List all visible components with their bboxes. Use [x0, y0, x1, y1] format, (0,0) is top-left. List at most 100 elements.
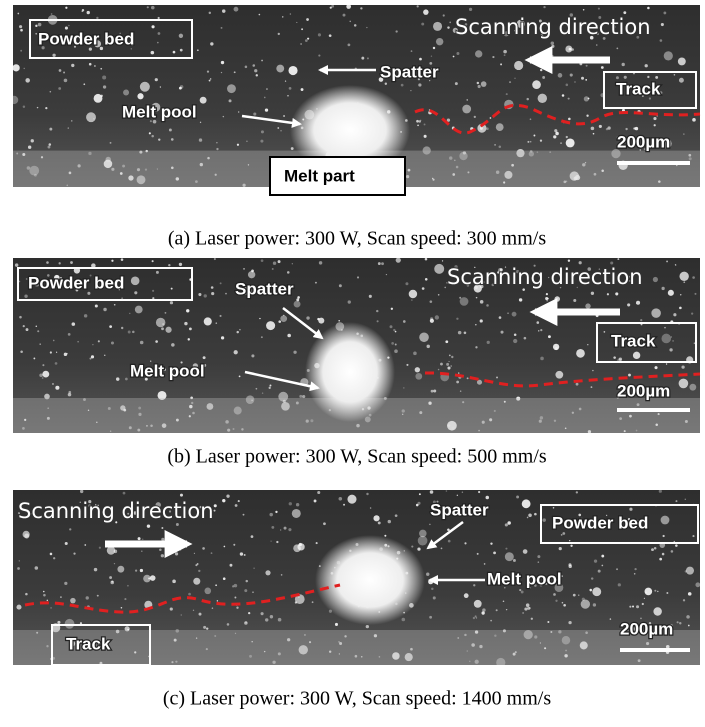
powder-particle	[338, 320, 340, 322]
powder-particle	[306, 316, 309, 319]
powder-particle	[513, 559, 516, 562]
powder-particle	[416, 504, 419, 507]
powder-particle	[40, 343, 41, 344]
powder-particle	[121, 607, 123, 609]
powder-particle	[417, 5, 419, 7]
powder-particle	[223, 116, 224, 117]
powder-particle	[181, 614, 182, 615]
powder-particle	[276, 541, 278, 543]
powder-particle	[37, 107, 38, 108]
powder-particle	[256, 74, 258, 76]
powder-particle	[657, 591, 658, 592]
powder-particle	[653, 607, 661, 615]
powder-particle	[507, 521, 510, 524]
powder-particle	[629, 606, 631, 608]
powder-particle	[581, 77, 584, 80]
powder-particle	[251, 354, 254, 357]
melt-pool-glow	[305, 322, 395, 422]
powder-particle	[24, 295, 27, 298]
powder-particle	[579, 261, 582, 264]
powder-particle	[604, 331, 606, 333]
powder-particle	[688, 625, 690, 627]
powder-particle	[259, 318, 260, 319]
powder-particle	[209, 12, 211, 14]
powder-particle	[447, 366, 450, 369]
powder-particle	[110, 581, 114, 585]
powder-particle	[132, 331, 135, 334]
caption: (c) Laser power: 300 W, Scan speed: 1400…	[163, 688, 551, 710]
powder-particle	[116, 377, 119, 380]
powder-particle	[507, 312, 509, 314]
powder-particle	[317, 318, 319, 320]
powder-particle	[82, 11, 83, 12]
powder-particle	[348, 300, 351, 303]
powder-particle	[226, 494, 229, 497]
powder-particle	[83, 83, 85, 85]
powder-particle	[651, 548, 654, 551]
scanning-direction-label: Scanning direction	[18, 499, 214, 523]
powder-particle	[221, 61, 224, 64]
powder-particle	[530, 141, 532, 143]
powder-particle	[593, 133, 595, 135]
spatter-label: Spatter	[430, 500, 489, 519]
powder-particle	[71, 64, 74, 67]
powder-particle	[270, 615, 273, 618]
powder-particle	[107, 546, 115, 554]
powder-particle	[514, 78, 515, 79]
powder-particle	[384, 535, 386, 537]
powder-particle	[89, 357, 91, 359]
powder-particle	[418, 83, 421, 86]
powder-particle	[486, 127, 489, 130]
powder-particle	[647, 76, 649, 78]
powder-particle	[644, 598, 645, 599]
powder-particle	[211, 552, 213, 554]
powder-particle	[151, 135, 154, 138]
powder-particle	[505, 548, 507, 550]
powder-particle	[319, 261, 322, 264]
powder-particle	[481, 81, 487, 87]
powder-particle	[596, 44, 598, 46]
caption: (b) Laser power: 300 W, Scan speed: 500 …	[167, 446, 547, 468]
powder-particle	[538, 330, 539, 331]
powder-particle	[695, 582, 700, 587]
powder-particle	[335, 623, 338, 626]
powder-particle	[458, 331, 462, 335]
powder-particle	[548, 335, 551, 338]
powder-particle	[433, 596, 436, 599]
powder-particle	[282, 16, 283, 17]
powder-particle	[35, 25, 37, 27]
powder-particle	[574, 81, 575, 82]
powder-particle	[65, 7, 67, 9]
powder-particle	[13, 64, 20, 71]
powder-particle	[486, 304, 489, 307]
powder-particle	[214, 510, 216, 512]
powder-particle	[240, 552, 243, 555]
powder-particle	[42, 377, 44, 379]
powder-particle	[317, 491, 320, 494]
powder-particle	[57, 621, 60, 624]
powder-particle	[135, 306, 143, 314]
powder-particle	[661, 334, 671, 344]
powder-particle	[486, 496, 490, 500]
powder-particle	[568, 260, 570, 262]
powder-particle	[117, 566, 124, 573]
powder-particle	[545, 297, 548, 300]
powder-particle	[55, 362, 58, 365]
powder-particle	[474, 600, 482, 608]
powder-particle	[222, 499, 225, 502]
powder-particle	[669, 348, 672, 351]
powder-particle	[651, 308, 661, 318]
photo-panel: Powder bedScanning directionSpatterMelt …	[10, 4, 700, 195]
powder-particle	[238, 500, 240, 502]
powder-particle	[53, 557, 55, 559]
powder-particle	[158, 17, 160, 19]
powder-particle	[269, 385, 271, 387]
track-label: Track	[616, 79, 661, 98]
powder-particle	[157, 42, 159, 44]
powder-particle	[269, 387, 271, 389]
powder-particle	[675, 544, 678, 547]
powder-particle	[388, 520, 391, 523]
powder-particle	[542, 518, 545, 521]
powder-particle	[287, 334, 291, 338]
powder-particle	[102, 76, 106, 80]
